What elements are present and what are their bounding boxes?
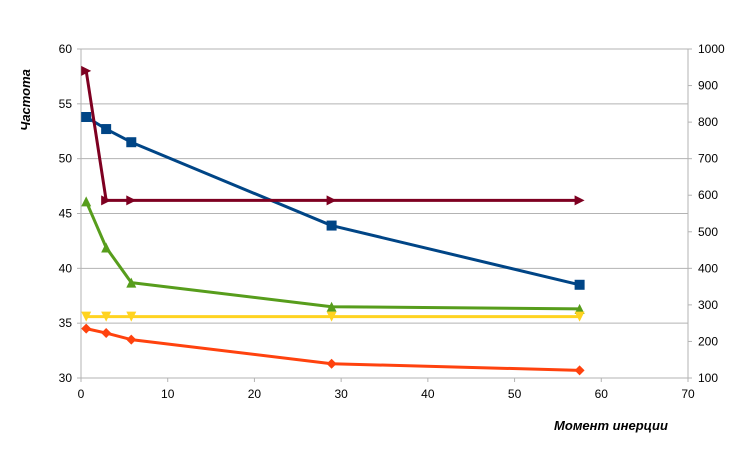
data-point-series-1 [326,220,337,231]
x-tick-label: 30 [334,387,348,401]
data-point-series-2 [574,195,585,206]
y-tick-label: 35 [59,316,73,330]
y-tick-label: 55 [59,97,73,111]
y2-tick-label: 600 [698,188,718,202]
x-axis-title: Момент инерции [554,418,668,433]
y2-tick-label: 800 [698,115,718,129]
data-point-series-4 [81,311,92,322]
data-point-series-1 [101,124,112,135]
data-point-series-5 [101,328,112,339]
y-tick-label: 40 [59,261,73,275]
data-point-series-2 [101,195,112,206]
data-point-series-1 [574,279,585,290]
y2-tick-label: 100 [698,371,718,385]
y-axis-title: Частота [18,69,33,131]
tick-labels: 3035404550556010020030040050060070080090… [59,42,725,401]
data-point-series-3 [81,196,92,207]
data-point-series-2 [126,195,137,206]
y-tick-label: 60 [59,42,73,56]
x-tick-label: 10 [161,387,175,401]
data-point-series-1 [126,137,137,148]
y2-tick-label: 1000 [698,42,725,56]
data-point-series-3 [326,301,337,312]
y2-tick-label: 400 [698,261,718,275]
series-layer [81,65,585,376]
data-point-series-4 [101,311,112,322]
series-line-2 [84,70,580,202]
data-point-series-4 [126,311,137,322]
y-tick-label: 45 [59,207,73,221]
y2-tick-label: 900 [698,79,718,93]
x-tick-label: 40 [421,387,435,401]
x-tick-label: 20 [248,387,262,401]
x-tick-label: 0 [78,387,85,401]
data-point-series-1 [81,111,92,122]
y-tick-label: 50 [59,152,73,166]
y2-tick-label: 500 [698,225,718,239]
y-tick-label: 30 [59,371,73,385]
data-point-series-5 [326,358,337,369]
data-point-series-4 [574,311,585,322]
data-point-series-5 [126,334,137,345]
data-point-series-3 [101,242,112,253]
data-point-series-2 [326,195,337,206]
y2-tick-label: 700 [698,152,718,166]
y2-tick-label: 300 [698,298,718,312]
y2-tick-label: 200 [698,334,718,348]
x-tick-label: 70 [681,387,695,401]
series-line-3 [84,200,580,311]
x-tick-label: 50 [508,387,522,401]
gridlines [81,48,688,379]
data-point-series-2 [81,65,92,76]
x-tick-label: 60 [595,387,609,401]
data-point-series-3 [126,277,137,288]
axes [77,48,692,382]
data-point-series-5 [574,365,585,376]
data-point-series-3 [574,303,585,314]
data-point-series-4 [326,311,337,322]
data-point-series-5 [81,323,92,334]
